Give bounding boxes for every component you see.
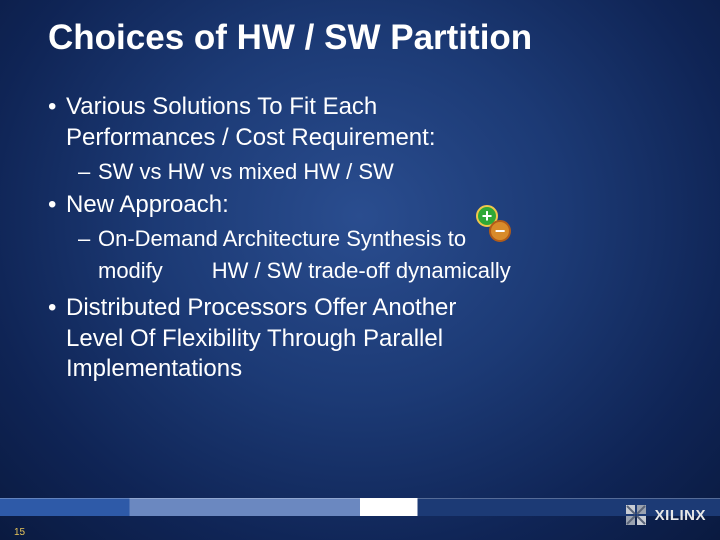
logo-text: XILINX bbox=[655, 507, 706, 524]
bullet-2-sub1-l2-text: modify HW / SW trade-off dynamically bbox=[98, 258, 511, 283]
bullet-3-line2: Level Of Flexibility Through Parallel bbox=[48, 324, 672, 355]
bullet-3-line1: Distributed Processors Offer Another bbox=[66, 294, 456, 321]
bullet-2: •New Approach: bbox=[48, 190, 672, 221]
bullet-1-sub1-text: SW vs HW vs mixed HW / SW bbox=[98, 159, 394, 184]
bullet-2-sub1-l2: modify HW / SW trade-off dynamically bbox=[48, 257, 672, 285]
bullet-2-sub1-l1: On-Demand Architecture Synthesis to bbox=[98, 226, 466, 251]
slide-title: Choices of HW / SW Partition bbox=[48, 18, 672, 58]
page-number: 15 bbox=[14, 527, 25, 538]
plus-minus-icon: + − bbox=[476, 205, 516, 245]
slide-content: •Various Solutions To Fit Each Performan… bbox=[48, 92, 672, 385]
bullet-1: •Various Solutions To Fit Each bbox=[48, 92, 672, 123]
dash-icon: – bbox=[78, 225, 98, 253]
bullet-1-line1: Various Solutions To Fit Each bbox=[66, 93, 377, 120]
bullet-3-line3: Implementations bbox=[48, 354, 672, 385]
bullet-1-line2: Performances / Cost Requirement: bbox=[48, 123, 672, 154]
bullet-1-sub1: –SW vs HW vs mixed HW / SW bbox=[48, 158, 672, 186]
footer-bar bbox=[0, 498, 720, 516]
minus-icon: − bbox=[489, 220, 511, 242]
slide: Choices of HW / SW Partition •Various So… bbox=[0, 0, 720, 540]
bullet-dot-icon: • bbox=[48, 190, 66, 221]
bullet-2-sub1: –On-Demand Architecture Synthesis to bbox=[48, 225, 672, 253]
bullet-dot-icon: • bbox=[48, 293, 66, 324]
dash-icon: – bbox=[78, 158, 98, 186]
bullet-2-line1: New Approach: bbox=[66, 191, 229, 218]
bullet-dot-icon: • bbox=[48, 92, 66, 123]
bullet-3: •Distributed Processors Offer Another bbox=[48, 293, 672, 324]
logo-mark-icon bbox=[623, 502, 649, 528]
logo: XILINX bbox=[623, 502, 706, 528]
